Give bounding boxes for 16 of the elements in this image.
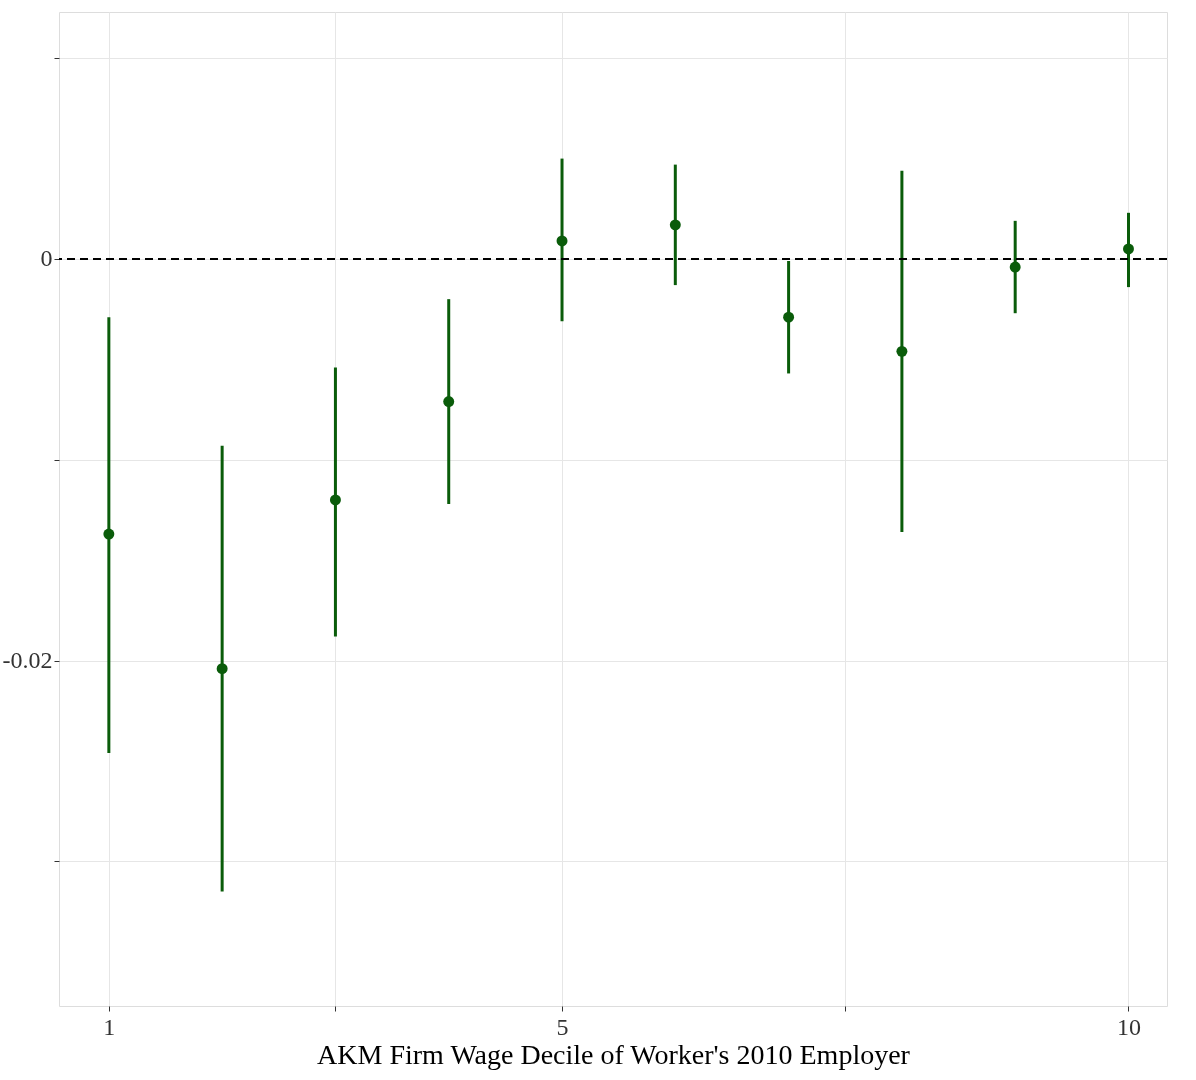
point bbox=[103, 528, 115, 540]
point bbox=[1123, 243, 1134, 255]
point bbox=[669, 219, 681, 231]
point bbox=[556, 235, 568, 247]
x-tick-label: 10 bbox=[1116, 1013, 1141, 1040]
y-tick-label: 0 bbox=[40, 245, 53, 272]
point bbox=[216, 663, 228, 675]
point bbox=[443, 396, 455, 408]
point bbox=[783, 311, 795, 323]
x-axis-title: AKM Firm Wage Decile of Worker's 2010 Employer bbox=[317, 1038, 911, 1070]
point bbox=[329, 494, 341, 506]
point bbox=[1009, 261, 1021, 273]
y-tick-label: -0.02 bbox=[2, 647, 53, 674]
point bbox=[896, 345, 908, 357]
x-tick-label: 1 bbox=[103, 1013, 116, 1040]
x-tick-label: 5 bbox=[556, 1013, 569, 1040]
